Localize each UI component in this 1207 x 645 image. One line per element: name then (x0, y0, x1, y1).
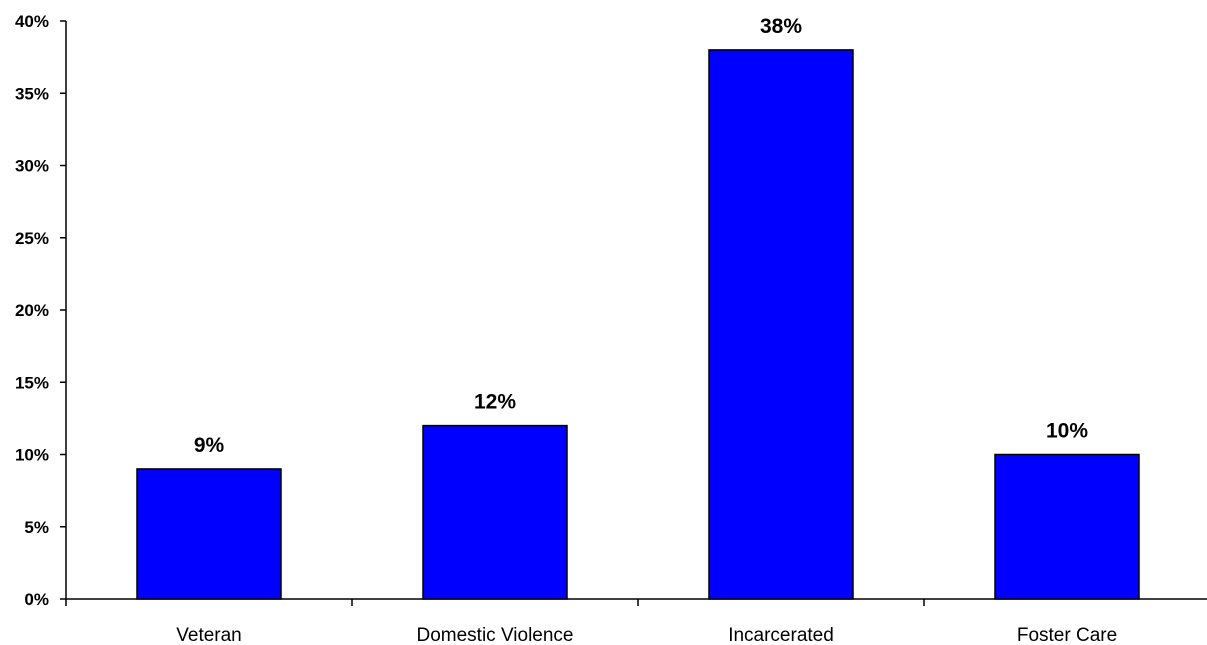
data-label: 9% (194, 434, 225, 457)
bar-incarcerated (708, 49, 854, 600)
y-tick-label: 25% (15, 229, 49, 248)
y-tick-label: 15% (15, 373, 49, 392)
y-tick-label: 0% (24, 590, 49, 609)
data-label: 10% (1046, 420, 1088, 443)
bars (136, 49, 1140, 600)
bar-veteran (136, 468, 282, 600)
y-tick-label: 5% (24, 518, 49, 537)
y-tick-label: 35% (15, 84, 49, 103)
y-axis: 0% 5% 10% 15% 20% 25% 30% 35% 40% (15, 12, 67, 609)
x-category-label: Veteran (176, 625, 242, 645)
x-category-label: Foster Care (1017, 625, 1117, 645)
y-tick-label: 20% (15, 301, 49, 320)
x-axis: Veteran Domestic Violence Incarcerated Fost… (65, 598, 1207, 645)
data-label: 12% (474, 391, 516, 414)
y-tick-label: 30% (15, 157, 49, 176)
data-labels: 9% 12% 38% 10% (194, 15, 1089, 457)
x-category-label: Incarcerated (728, 625, 834, 645)
bar-domestic-violence (422, 424, 568, 600)
x-category-label: Domestic Violence (416, 625, 573, 645)
data-label: 38% (760, 15, 802, 38)
bar-foster-care (994, 453, 1140, 600)
y-tick-label: 40% (15, 12, 49, 31)
y-tick-label: 10% (15, 446, 49, 465)
